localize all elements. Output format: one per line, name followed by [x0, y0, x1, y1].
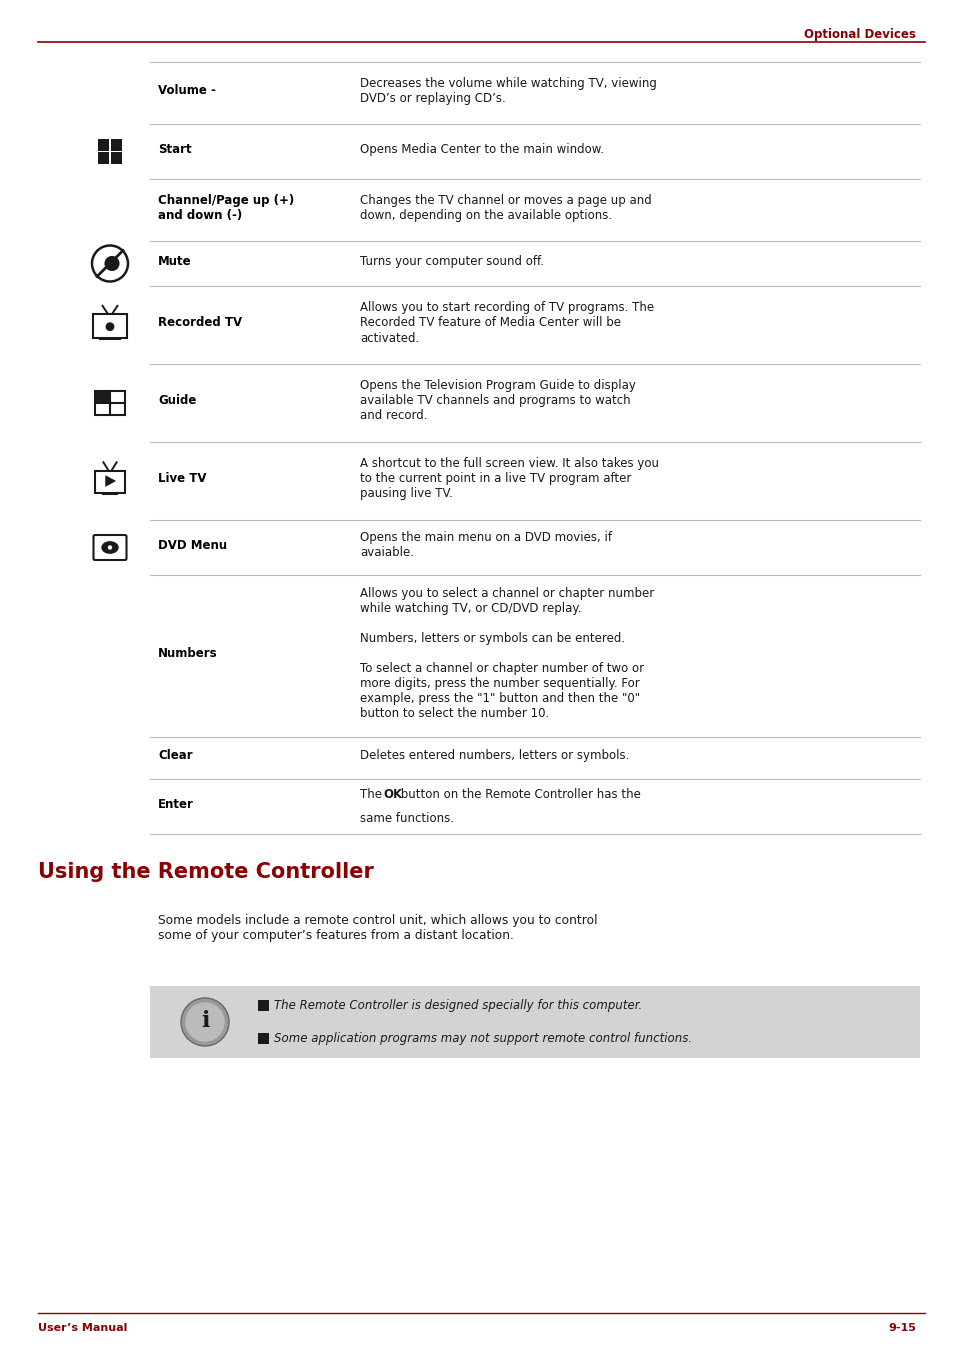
Text: Mute: Mute: [158, 255, 192, 267]
Text: Recorded TV: Recorded TV: [158, 316, 242, 330]
Text: The Remote Controller is designed specially for this computer.: The Remote Controller is designed specia…: [274, 998, 641, 1012]
Bar: [92, 315, 127, 338]
Text: Opens Media Center to the main window.: Opens Media Center to the main window.: [359, 143, 603, 155]
Bar: [95, 390, 110, 403]
Text: Clear: Clear: [158, 750, 193, 762]
Text: Some models include a remote control unit, which allows you to control
some of y: Some models include a remote control uni…: [158, 915, 597, 942]
Bar: [111, 139, 122, 151]
Text: Deletes entered numbers, letters or symbols.: Deletes entered numbers, letters or symb…: [359, 750, 629, 762]
Text: The: The: [359, 788, 385, 801]
Text: Volume -: Volume -: [158, 85, 215, 97]
Circle shape: [106, 323, 114, 331]
Text: Start: Start: [158, 143, 192, 155]
Text: Some application programs may not support remote control functions.: Some application programs may not suppor…: [274, 1032, 691, 1046]
Text: Opens the main menu on a DVD movies, if
avaiable.: Opens the main menu on a DVD movies, if …: [359, 531, 612, 559]
Ellipse shape: [101, 542, 118, 554]
Text: Changes the TV channel or moves a page up and
down, depending on the available o: Changes the TV channel or moves a page u…: [359, 195, 651, 222]
Bar: [257, 1034, 269, 1044]
Text: Channel/Page up (+)
and down (-): Channel/Page up (+) and down (-): [158, 195, 294, 222]
Circle shape: [181, 998, 229, 1046]
Bar: [97, 139, 110, 151]
Text: User’s Manual: User’s Manual: [38, 1323, 128, 1333]
Text: Optional Devices: Optional Devices: [803, 28, 915, 41]
Text: Using the Remote Controller: Using the Remote Controller: [38, 862, 374, 882]
Text: Opens the Television Program Guide to display
available TV channels and programs: Opens the Television Program Guide to di…: [359, 380, 636, 423]
Text: Decreases the volume while watching TV, viewing
DVD’s or replaying CD’s.: Decreases the volume while watching TV, …: [359, 77, 657, 105]
Text: Enter: Enter: [158, 798, 193, 811]
Bar: [150, 986, 919, 1058]
Text: OK: OK: [383, 788, 402, 801]
Text: Numbers: Numbers: [158, 647, 217, 661]
Bar: [257, 1000, 269, 1011]
Text: DVD Menu: DVD Menu: [158, 539, 227, 553]
Circle shape: [104, 255, 119, 272]
Circle shape: [108, 546, 112, 550]
Text: Allows you to select a channel or chapter number
while watching TV, or CD/DVD re: Allows you to select a channel or chapte…: [359, 588, 654, 720]
Text: A shortcut to the full screen view. It also takes you
to the current point in a : A shortcut to the full screen view. It a…: [359, 458, 659, 500]
Circle shape: [185, 1002, 225, 1042]
Text: same functions.: same functions.: [359, 812, 454, 825]
Text: Live TV: Live TV: [158, 473, 206, 485]
Text: 9-15: 9-15: [887, 1323, 915, 1333]
Text: Guide: Guide: [158, 394, 196, 408]
Bar: [97, 153, 110, 163]
Bar: [111, 153, 122, 163]
Text: Allows you to start recording of TV programs. The
Recorded TV feature of Media C: Allows you to start recording of TV prog…: [359, 301, 654, 345]
Bar: [95, 471, 125, 493]
Polygon shape: [105, 476, 116, 486]
Text: Turns your computer sound off.: Turns your computer sound off.: [359, 255, 543, 267]
Bar: [95, 390, 125, 415]
Text: button on the Remote Controller has the: button on the Remote Controller has the: [396, 788, 640, 801]
Text: i: i: [200, 1011, 209, 1032]
